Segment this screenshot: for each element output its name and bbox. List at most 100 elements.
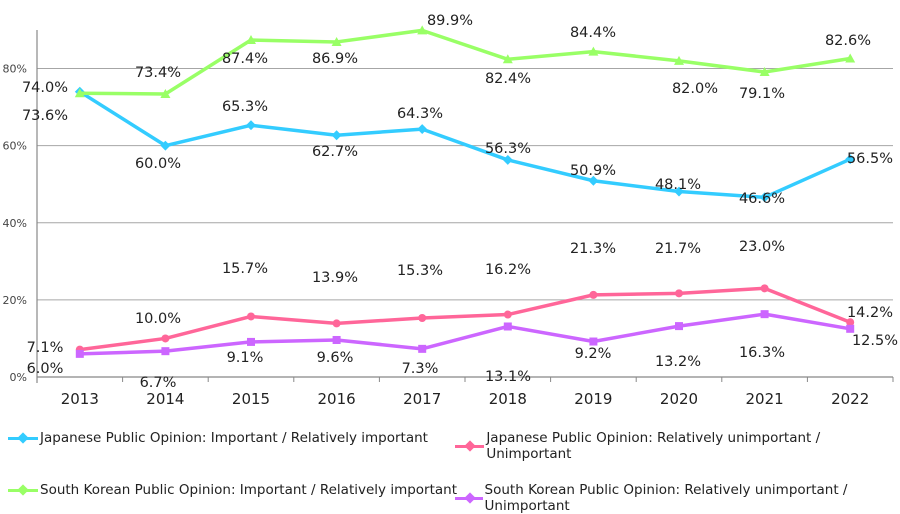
legend-label: South Korean Public Opinion: Important /…	[40, 482, 458, 498]
data-label: 13.2%	[655, 354, 701, 370]
series-line	[79, 28, 851, 96]
x-tick-label: 2015	[232, 390, 270, 408]
data-label: 86.9%	[312, 51, 358, 67]
data-point	[417, 25, 428, 35]
data-point	[846, 324, 855, 333]
data-label: 9.1%	[227, 350, 264, 366]
data-point	[502, 54, 513, 64]
legend-item-kr-important: South Korean Public Opinion: Important /…	[8, 482, 457, 498]
legend-item-jp-unimportant: Japanese Public Opinion: Relatively unim…	[455, 430, 900, 462]
data-label: 7.3%	[402, 361, 439, 377]
data-point	[674, 55, 684, 65]
data-point	[502, 154, 513, 165]
data-label: 89.9%	[427, 13, 473, 29]
data-label: 15.7%	[222, 261, 268, 277]
data-point	[503, 322, 512, 331]
legend-swatch	[8, 431, 38, 444]
data-point	[759, 192, 770, 203]
data-label: 82.0%	[672, 81, 718, 97]
x-tick-label: 2019	[574, 390, 612, 408]
data-point	[160, 140, 171, 151]
x-tick-label: 2014	[146, 390, 184, 408]
legend-swatch	[455, 491, 483, 504]
line-chart: 0% 20% 40% 60% 80% 2013 2014 2015 2016 2017 2018 20…	[3, 13, 898, 408]
data-point	[331, 130, 342, 141]
y-tick-label: 40%	[3, 217, 27, 230]
series-line	[79, 286, 851, 352]
x-tick-label: 2017	[403, 390, 441, 408]
data-point	[589, 290, 598, 299]
data-point	[247, 337, 255, 346]
data-label: 23.0%	[739, 239, 785, 255]
data-point	[845, 53, 856, 63]
legend-label: South Korean Public Opinion: Relatively …	[484, 482, 848, 514]
data-label: 16.2%	[485, 262, 531, 278]
data-point	[759, 67, 770, 77]
data-label: 82.4%	[485, 71, 531, 87]
data-label: 6.7%	[140, 375, 177, 391]
data-label: 65.3%	[222, 99, 268, 115]
legend-swatch	[455, 439, 485, 452]
data-label: 73.4%	[135, 65, 181, 81]
y-tick-label: 60%	[3, 140, 27, 153]
data-point	[74, 88, 85, 98]
data-label: 48.1%	[655, 177, 701, 193]
data-label: 9.2%	[575, 346, 612, 362]
data-label: 13.9%	[312, 270, 358, 286]
data-point	[246, 35, 256, 45]
data-label: 50.9%	[570, 163, 616, 179]
legend-item-jp-important: Japanese Public Opinion: Important / Rel…	[8, 430, 428, 446]
data-point	[417, 124, 428, 135]
data-point	[846, 318, 855, 327]
data-point	[760, 284, 769, 293]
data-point	[161, 334, 170, 343]
data-point	[675, 289, 683, 298]
legend-item-kr-unimportant: South Korean Public Opinion: Relatively …	[455, 482, 900, 514]
data-point	[160, 89, 171, 99]
x-tick-label: 2020	[660, 390, 698, 408]
data-point	[161, 347, 170, 356]
data-label: 10.0%	[135, 311, 181, 327]
y-tick-label: 0%	[10, 371, 27, 384]
series-line	[79, 312, 851, 356]
data-label: 14.2%	[847, 305, 893, 321]
x-tick-label: 2016	[318, 390, 356, 408]
data-label: 12.5%	[852, 333, 898, 349]
data-point	[332, 319, 341, 328]
data-label: 46.6%	[739, 191, 785, 207]
x-tick-label: 2013	[61, 390, 99, 408]
data-label: 82.6%	[825, 33, 871, 49]
data-label: 56.3%	[485, 141, 531, 157]
data-label: 84.4%	[570, 25, 616, 41]
data-point	[503, 310, 512, 319]
data-point	[418, 314, 427, 323]
data-label: 56.5%	[847, 151, 893, 167]
data-point	[247, 312, 255, 321]
data-label: 15.3%	[397, 263, 443, 279]
y-tick-label: 80%	[3, 63, 27, 76]
data-point	[760, 310, 769, 319]
legend-label: Japanese Public Opinion: Relatively unim…	[486, 430, 821, 462]
data-label: 60.0%	[135, 156, 181, 172]
data-point	[418, 344, 427, 353]
data-point	[845, 154, 856, 165]
data-label: 13.1%	[485, 369, 531, 385]
data-label: 9.6%	[317, 350, 354, 366]
data-label: 7.1%	[27, 340, 64, 356]
data-label: 64.3%	[397, 106, 443, 122]
data-label: 87.4%	[222, 51, 268, 67]
legend-swatch	[8, 483, 38, 496]
data-label: 21.7%	[655, 241, 701, 257]
data-point	[75, 349, 84, 358]
x-tick-label: 2018	[489, 390, 527, 408]
data-point	[674, 186, 684, 197]
legend-label: Japanese Public Opinion: Important / Rel…	[40, 430, 428, 446]
data-label: 21.3%	[570, 241, 616, 257]
data-label: 79.1%	[739, 86, 785, 102]
data-point	[332, 335, 341, 344]
data-point	[675, 322, 683, 331]
data-point	[589, 337, 598, 346]
data-label: 73.6%	[22, 108, 68, 124]
data-label: 62.7%	[312, 144, 358, 160]
data-point	[588, 46, 599, 56]
